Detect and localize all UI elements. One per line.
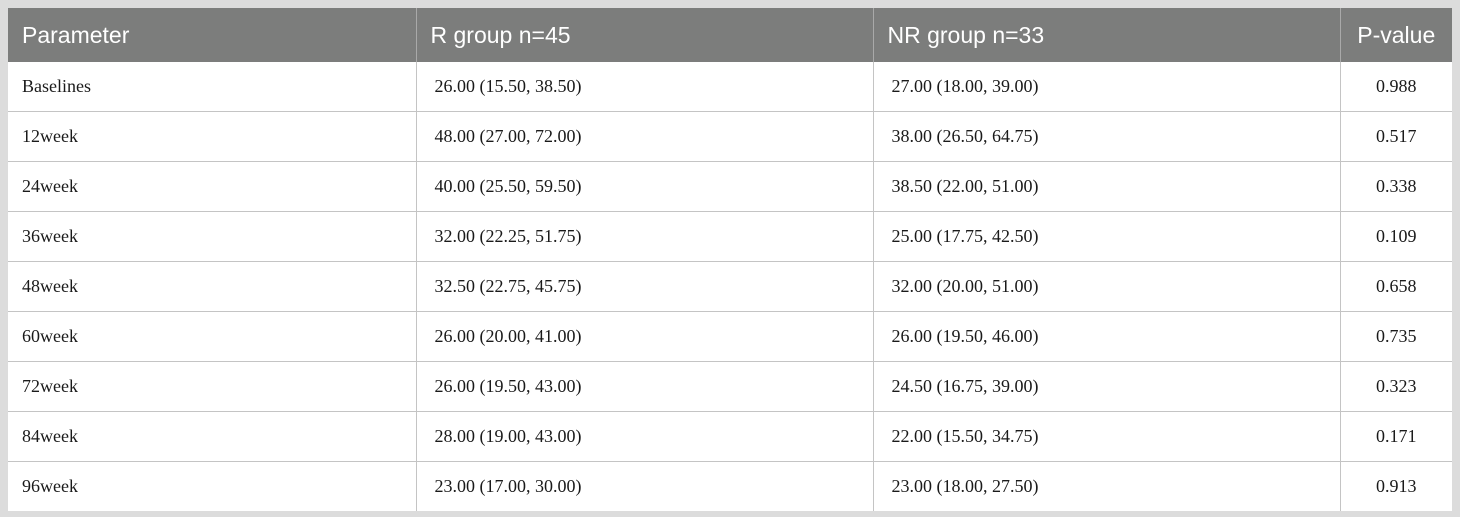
cell-parameter: 36week [8,211,417,262]
table-row: 24week 40.00 (25.50, 59.50) 38.50 (22.00… [8,161,1452,212]
cell-nr-group: 22.00 (15.50, 34.75) [873,411,1341,462]
cell-parameter: Baselines [8,62,417,112]
cell-nr-group: 32.00 (20.00, 51.00) [873,261,1341,312]
cell-r-group: 40.00 (25.50, 59.50) [416,161,874,212]
cell-parameter: 96week [8,461,417,511]
cell-p-value: 0.323 [1340,361,1452,412]
cell-nr-group: 38.00 (26.50, 64.75) [873,111,1341,162]
cell-p-value: 0.913 [1376,476,1417,496]
cell-parameter: 60week [8,311,417,362]
cell-r-group: 48.00 (27.00, 72.00) [416,111,874,162]
cell-parameter: 48week [8,261,417,312]
table-row: 72week 26.00 (19.50, 43.00) 24.50 (16.75… [8,361,1452,412]
cell-nr-group: 26.00 (19.50, 46.00) [873,311,1341,362]
cell-r-group: 26.00 (20.00, 41.00) [416,311,874,362]
cell-p-value: 0.735 [1340,311,1452,362]
table-row: 84week 28.00 (19.00, 43.00) 22.00 (15.50… [8,411,1452,462]
cell-r-group: 23.00 (17.00, 30.00) [416,461,874,511]
data-table: Parameter R group n=45 NR group n=33 P-v… [8,8,1452,511]
cell-p-value: 0.658 [1340,261,1452,312]
cell-r-group: 28.00 (19.00, 43.00) [416,411,874,462]
header-p-value: P-value [1340,8,1452,62]
cell-r-group: 32.50 (22.75, 45.75) [416,261,874,312]
cell-r-group: 26.00 (19.50, 43.00) [416,361,874,412]
cell-parameter: 72week [8,361,417,412]
header-parameter: Parameter [8,8,417,62]
cell-nr-group: 38.50 (22.00, 51.00) [873,161,1341,212]
cell-p-value: 0.988 [1340,62,1452,112]
cell-nr-group: 23.00 (18.00, 27.50) [873,461,1341,511]
table-row: 60week 26.00 (20.00, 41.00) 26.00 (19.50… [8,311,1452,362]
cell-parameter: 24week [8,161,417,212]
table-row: Baselines 26.00 (15.50, 38.50) 27.00 (18… [8,62,1452,112]
header-r-group: R group n=45 [416,8,874,62]
table-header: Parameter R group n=45 NR group n=33 P-v… [8,8,1452,62]
cell-parameter: 12week [8,111,417,162]
cell-nr-group: 24.50 (16.75, 39.00) [873,361,1341,412]
cell-nr-group: 25.00 (17.75, 42.50) [873,211,1341,262]
table-row: 48week 32.50 (22.75, 45.75) 32.00 (20.00… [8,261,1452,312]
cell-p-value: 0.517 [1340,111,1452,162]
cell-r-group: 26.00 (15.50, 38.50) [416,62,874,112]
table-row: 12week 48.00 (27.00, 72.00) 38.00 (26.50… [8,111,1452,162]
header-nr-group: NR group n=33 [873,8,1341,62]
cell-p-value: 0.338 [1340,161,1452,212]
cell-r-group: 32.00 (22.25, 51.75) [416,211,874,262]
cell-parameter: 84week [8,411,417,462]
table-body: Baselines 26.00 (15.50, 38.50) 27.00 (18… [8,62,1452,511]
table-row: 36week 32.00 (22.25, 51.75) 25.00 (17.75… [8,211,1452,262]
cell-p-value: 0.109 [1340,211,1452,262]
cell-p-value: 0.171 [1340,411,1452,462]
cell-nr-group: 27.00 (18.00, 39.00) [873,62,1341,112]
table-row: 96week 23.00 (17.00, 30.00) 23.00 (18.00… [8,461,1452,511]
header-row: Parameter R group n=45 NR group n=33 P-v… [8,8,1452,62]
